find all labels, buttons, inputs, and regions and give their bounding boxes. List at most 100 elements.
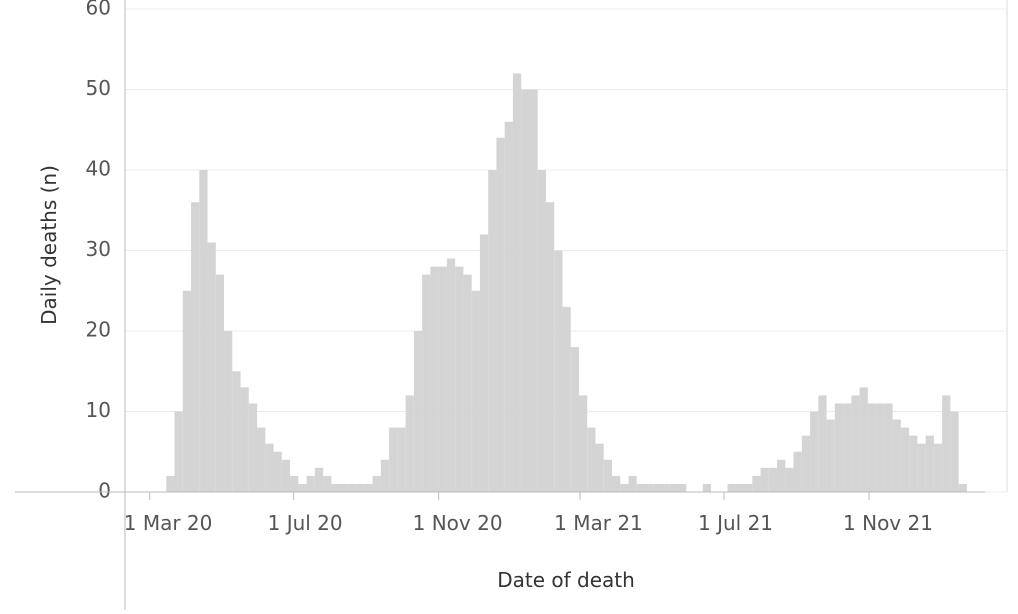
bar — [174, 411, 183, 492]
bar — [191, 202, 200, 492]
bar — [768, 467, 778, 492]
bar — [785, 467, 794, 492]
y-axis-title: Daily deaths (n) — [37, 165, 61, 325]
bar — [826, 419, 835, 492]
bar — [199, 170, 208, 492]
bar — [389, 427, 398, 492]
bar — [537, 170, 546, 492]
y-tick-label: 60 — [86, 0, 111, 20]
bar — [810, 411, 819, 492]
bar — [273, 451, 282, 492]
bar — [942, 395, 951, 492]
x-tick-label: 1 Nov 21 — [843, 511, 933, 535]
bar — [224, 331, 233, 492]
bar — [636, 483, 646, 492]
x-axis-title: Date of death — [497, 568, 635, 592]
bar — [653, 483, 662, 492]
bar — [488, 170, 497, 492]
bar — [917, 443, 926, 492]
bar — [306, 475, 315, 492]
bar — [257, 427, 266, 492]
bar — [430, 266, 439, 492]
bar — [521, 89, 530, 492]
bar — [455, 266, 464, 492]
bar — [554, 250, 563, 492]
bar — [628, 475, 637, 492]
bar — [645, 483, 654, 492]
x-tick-label: 1 Jul 20 — [268, 511, 343, 535]
bar — [793, 451, 802, 492]
bar — [867, 403, 877, 492]
bar — [801, 435, 811, 492]
bar — [884, 403, 893, 492]
y-tick-label: 30 — [86, 237, 111, 261]
bar — [933, 443, 943, 492]
bar — [529, 89, 538, 492]
bar — [281, 459, 291, 492]
bar — [818, 395, 827, 492]
x-tick-label: 1 Jul 21 — [698, 511, 773, 535]
bar — [611, 475, 621, 492]
bar — [727, 483, 736, 492]
bar — [471, 290, 480, 492]
bar — [207, 242, 216, 492]
bar — [843, 403, 852, 492]
x-tick-label: 1 Mar 20 — [124, 511, 213, 535]
bar — [479, 234, 489, 493]
bar — [925, 435, 934, 492]
bar — [603, 459, 612, 492]
bar — [463, 274, 472, 492]
bar — [265, 443, 274, 492]
y-tick-label: 10 — [86, 398, 111, 422]
bar — [851, 395, 860, 492]
bar — [909, 435, 918, 492]
bar — [669, 483, 679, 492]
bar — [620, 483, 629, 492]
bar — [744, 483, 753, 492]
bar — [496, 137, 505, 492]
bar — [512, 73, 522, 493]
bar — [777, 459, 786, 492]
bar — [900, 427, 910, 492]
bar — [760, 467, 769, 492]
y-tick-label: 50 — [86, 76, 111, 100]
bar — [570, 347, 579, 492]
bar — [438, 266, 447, 492]
bar — [950, 411, 959, 492]
bar — [215, 274, 225, 492]
bar — [752, 475, 761, 492]
bar — [735, 483, 745, 492]
y-tick-label: 20 — [86, 318, 111, 342]
bar — [356, 483, 365, 492]
bar — [562, 306, 571, 492]
bar — [958, 483, 967, 492]
y-tick-label: 0 — [98, 479, 111, 503]
bar — [702, 483, 712, 492]
bar — [248, 403, 258, 492]
bar — [397, 427, 406, 492]
bar — [876, 403, 885, 492]
bar — [545, 202, 555, 492]
bar — [578, 395, 588, 492]
bar — [182, 290, 192, 492]
bar — [405, 395, 414, 492]
bar — [678, 483, 687, 492]
y-tick-label: 40 — [86, 157, 111, 181]
bar — [364, 483, 373, 492]
bar — [661, 483, 670, 492]
bar — [587, 427, 596, 492]
bar — [232, 371, 241, 492]
bar — [290, 475, 299, 492]
bar — [595, 443, 604, 492]
bar — [347, 483, 357, 492]
bar — [331, 483, 340, 492]
bar — [314, 467, 324, 492]
x-tick-label: 1 Mar 21 — [554, 511, 643, 535]
bar — [504, 121, 513, 493]
bar — [834, 403, 844, 492]
bar — [413, 331, 423, 492]
bar — [892, 419, 901, 492]
bar — [422, 274, 431, 492]
bar — [298, 483, 307, 492]
x-tick-label: 1 Nov 20 — [413, 511, 503, 535]
